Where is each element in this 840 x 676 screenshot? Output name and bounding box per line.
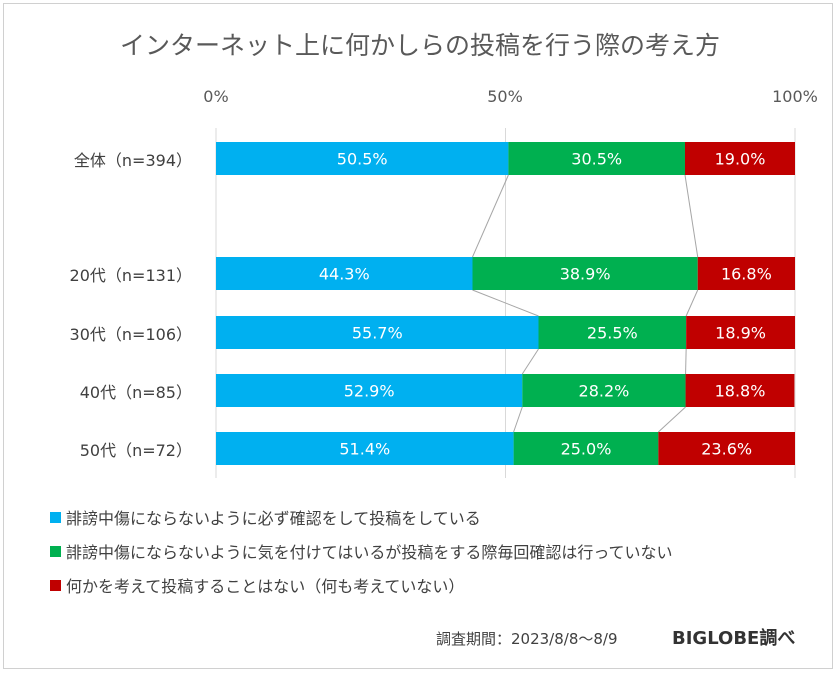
chart-title: インターネット上に何かしらの投稿を行う際の考え方 (119, 31, 720, 60)
data-label: 28.2% (579, 382, 630, 401)
bar-segment (508, 142, 685, 175)
bar-segment (216, 142, 509, 175)
legend-label: 誹謗中傷にならないように必ず確認をして投稿をしている (66, 509, 481, 528)
data-label: 30.5% (571, 150, 622, 169)
series-line (521, 348, 539, 375)
legend-item: 誹謗中傷にならないように必ず確認をして投稿をしている (50, 500, 673, 534)
survey-period: 調査期間：2023/8/8～8/9 (436, 630, 618, 648)
series-line (684, 174, 699, 258)
data-label: 38.9% (560, 265, 611, 284)
bar-segment (684, 142, 795, 175)
bar-segment (686, 316, 795, 349)
category-label: 40代（n=85） (79, 383, 192, 402)
bar-segment (216, 257, 473, 290)
data-label: 16.8% (721, 265, 772, 284)
legend-label: 誹謗中傷にならないように気を付けてはいるが投稿をする際毎回確認は行っていない (66, 543, 673, 562)
data-label: 25.5% (587, 324, 638, 343)
data-label: 44.3% (319, 265, 370, 284)
bar-segment (658, 432, 795, 465)
bar-segment (697, 257, 795, 290)
legend: 誹謗中傷にならないように必ず確認をして投稿をしている 誹謗中傷にならないように気… (50, 500, 673, 602)
series-line (685, 289, 699, 317)
data-label: 25.0% (561, 440, 612, 459)
bar-segment (538, 316, 687, 349)
category-label: 20代（n=131） (69, 266, 192, 285)
series-line (472, 289, 539, 317)
data-label: 55.7% (352, 324, 403, 343)
data-label: 19.0% (715, 150, 766, 169)
bar-segment (522, 374, 686, 407)
series-line (513, 406, 523, 433)
series-line (472, 174, 509, 258)
bar-segment (513, 432, 659, 465)
bar-segment (472, 257, 698, 290)
series-line (685, 348, 687, 375)
data-label: 23.6% (701, 440, 752, 459)
legend-label: 何かを考えて投稿することはない（何も考えていない） (66, 577, 465, 596)
data-label: 50.5% (337, 150, 388, 169)
bar-segment (685, 374, 795, 407)
legend-swatch-blue (50, 511, 61, 523)
x-tick-100: 100% (772, 87, 818, 106)
legend-swatch-red (50, 579, 61, 591)
category-label: 50代（n=72） (79, 441, 192, 460)
legend-swatch-green (50, 545, 61, 557)
category-label: 全体（n=394） (73, 151, 192, 170)
legend-item: 何かを考えて投稿することはない（何も考えていない） (50, 568, 673, 602)
bar-segment (216, 374, 523, 407)
bar-segment (216, 432, 514, 465)
data-label: 52.9% (344, 382, 395, 401)
data-label: 18.9% (715, 324, 766, 343)
source-credit: BIGLOBE調べ (672, 628, 796, 649)
category-label: 30代（n=106） (69, 325, 192, 344)
bar-segment (216, 316, 539, 349)
data-label: 51.4% (339, 440, 390, 459)
x-tick-50: 50% (487, 87, 523, 106)
legend-item: 誹謗中傷にならないように気を付けてはいるが投稿をする際毎回確認は行っていない (50, 534, 673, 568)
series-line (658, 406, 686, 433)
x-tick-0: 0% (203, 87, 229, 106)
data-label: 18.8% (715, 382, 766, 401)
